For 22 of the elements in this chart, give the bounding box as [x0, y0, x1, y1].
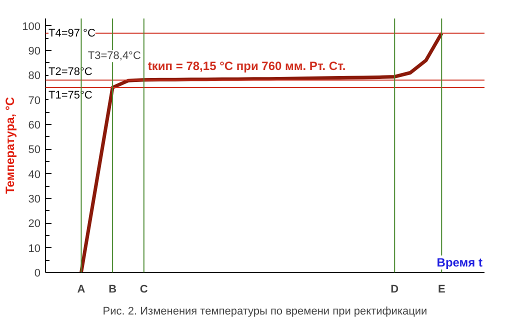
y-axis-title: Температура, °C [3, 96, 18, 194]
y-tick-label: 40 [28, 168, 41, 181]
y-tick-label: 0 [34, 268, 41, 280]
y-tick-label: 90 [28, 46, 41, 58]
annotation: tкип = 78,15 °C при 760 мм. Рт. Ст. [148, 59, 346, 74]
ref-line-label: T4=97 °C [48, 27, 96, 40]
x-tick-label: A [77, 284, 86, 296]
y-tick-label: 50 [28, 144, 41, 156]
y-tick-label: 80 [28, 70, 41, 82]
x-tick-label: E [438, 284, 446, 296]
text: Рис. 2. Изменения температуры по времени при ректификации [102, 306, 428, 318]
y-tick-label: 30 [28, 194, 41, 206]
y-tick-label: 10 [28, 242, 41, 255]
y-tick-label: 70 [28, 94, 41, 107]
x-axis-title: Время t [436, 256, 483, 270]
y-tick-label: 60 [28, 120, 41, 132]
x-tick-label: C [140, 284, 148, 296]
x-tick-label: B [108, 284, 117, 296]
x-tick-label: D [390, 284, 399, 296]
y-tick-label: 100 [22, 20, 41, 33]
y-tick-label: 20 [28, 218, 41, 230]
annotation: T3=78,4°C [88, 50, 141, 62]
